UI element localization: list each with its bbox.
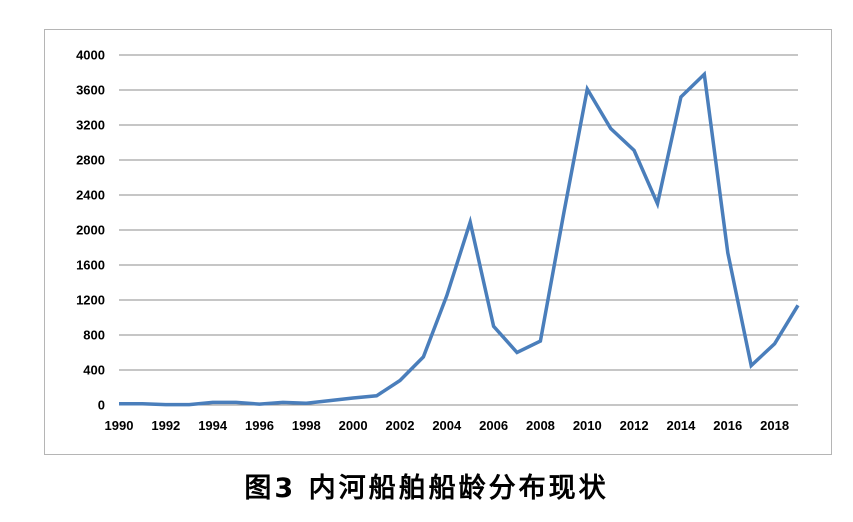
- y-tick-label: 0: [98, 398, 105, 413]
- x-tick-label: 2010: [573, 418, 602, 433]
- x-tick-label: 2000: [339, 418, 368, 433]
- x-tick-label: 1990: [105, 418, 134, 433]
- y-tick-label: 3200: [76, 118, 105, 133]
- x-tick-label: 2012: [620, 418, 649, 433]
- y-tick-label: 800: [83, 328, 105, 343]
- x-tick-label: 1996: [245, 418, 274, 433]
- x-tick-label: 2018: [760, 418, 789, 433]
- y-tick-label: 1200: [76, 293, 105, 308]
- x-tick-label: 2006: [479, 418, 508, 433]
- x-axis-ticks: 1990 1992 1994 1996 1998 2000 2002 2004 2006 2008…: [105, 418, 790, 433]
- y-tick-label: 4000: [76, 48, 105, 63]
- series-line: [119, 70, 800, 407]
- chart-frame: [44, 29, 832, 455]
- x-tick-label: 2016: [713, 418, 742, 433]
- y-tick-label: 2400: [76, 188, 105, 203]
- x-tick-label: 1992: [151, 418, 180, 433]
- figure-caption: 图3 内河船舶船龄分布现状: [244, 473, 609, 504]
- y-axis-ticks: 0 400 800 1200 1600 2000 2400 2800 3200 3600 4000: [76, 48, 105, 413]
- x-tick-label: 1998: [292, 418, 321, 433]
- y-tick-label: 400: [83, 363, 105, 378]
- y-tick-label: 2800: [76, 153, 105, 168]
- y-tick-label: 1600: [76, 258, 105, 273]
- x-tick-label: 2014: [666, 418, 696, 433]
- x-tick-label: 2004: [432, 418, 462, 433]
- y-tick-label: 2000: [76, 223, 105, 238]
- gridlines: [119, 54, 798, 406]
- x-tick-label: 2008: [526, 418, 555, 433]
- series-group: [119, 70, 800, 407]
- x-tick-label: 1994: [198, 418, 228, 433]
- y-tick-label: 3600: [76, 83, 105, 98]
- x-tick-label: 2002: [386, 418, 415, 433]
